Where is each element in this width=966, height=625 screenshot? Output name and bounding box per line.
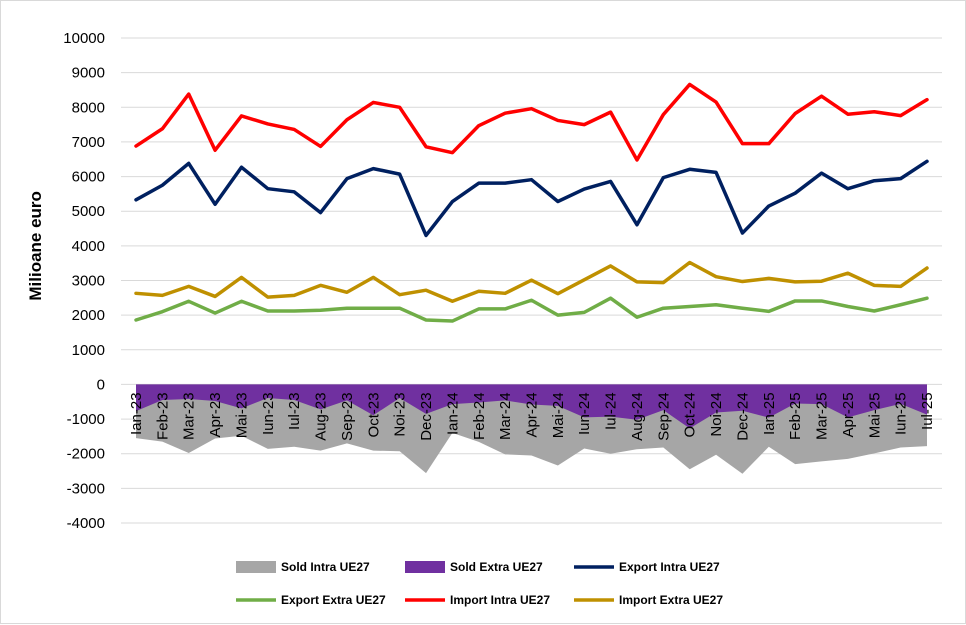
legend-label: Sold Intra UE27 — [281, 560, 370, 574]
x-tick-label: Apr-25 — [840, 392, 857, 437]
x-tick-label: Mar-25 — [814, 392, 831, 440]
x-tick-label: Mar-23 — [181, 392, 198, 440]
line-import-intra-ue27 — [134, 82, 929, 162]
x-tick-label: Ian-24 — [444, 392, 461, 435]
y-tick-label: 1000 — [72, 342, 105, 359]
x-tick-label: Sep-24 — [655, 392, 672, 440]
legend-label: Sold Extra UE27 — [450, 560, 543, 574]
y-axis-ticks: -4000 -3000 -2000 -1000 0 1000 2000 3000 4000 500… — [63, 30, 105, 532]
x-tick-label: Feb-24 — [471, 392, 488, 440]
legend-label: Import Intra UE27 — [450, 593, 550, 607]
x-tick-label: Iun-24 — [576, 392, 593, 435]
gridlines — [121, 37, 942, 524]
x-tick-label: Iun-23 — [260, 392, 277, 435]
y-tick-label: -2000 — [67, 446, 105, 463]
x-tick-label: Noi-23 — [392, 392, 409, 436]
line-export-extra-ue27 — [134, 296, 929, 323]
x-tick-label: Mai-23 — [233, 392, 250, 438]
x-tick-label: Dec-24 — [734, 392, 751, 440]
x-tick-label: Mai-25 — [866, 392, 883, 438]
y-tick-label: 7000 — [72, 134, 105, 151]
legend-item: Sold Extra UE27 — [405, 560, 543, 574]
y-tick-label: 5000 — [72, 203, 105, 220]
area-sold-extra-ue27 — [136, 384, 927, 429]
x-tick-label: Mar-24 — [497, 392, 514, 440]
x-tick-label: Feb-25 — [787, 392, 804, 440]
y-tick-label: 6000 — [72, 169, 105, 186]
legend-swatch — [405, 561, 445, 573]
line-export-intra-ue27 — [134, 159, 929, 238]
x-tick-label: Apr-23 — [207, 392, 224, 437]
x-tick-label: Aug-24 — [629, 392, 646, 440]
y-tick-label: 9000 — [72, 65, 105, 82]
x-tick-label: Oct-23 — [365, 392, 382, 437]
y-axis-label: Milioane euro — [26, 191, 45, 301]
y-tick-label: -1000 — [67, 411, 105, 428]
x-tick-label: Iul-23 — [286, 392, 303, 430]
x-tick-label: Mai-24 — [550, 392, 567, 438]
x-tick-label: Sep-23 — [339, 392, 356, 440]
x-tick-label: Oct-24 — [682, 392, 699, 437]
x-tick-label: Aug-23 — [313, 392, 330, 440]
x-tick-label: Iun-25 — [893, 392, 910, 435]
y-tick-label: -4000 — [67, 515, 105, 532]
y-tick-label: 4000 — [72, 238, 105, 255]
x-tick-label: Ian-25 — [761, 392, 778, 435]
legend-item: Export Extra UE27 — [236, 593, 386, 607]
x-tick-label: Noi-24 — [708, 392, 725, 436]
x-axis-ticks: Ian-23 Feb-23 Mar-23 Apr-23 Mai-23 Iun-23 Iul-… — [128, 392, 936, 440]
legend-item: Import Intra UE27 — [405, 593, 550, 607]
y-tick-label: 2000 — [72, 307, 105, 324]
area-series — [136, 384, 927, 474]
legend-label: Export Extra UE27 — [281, 593, 386, 607]
line-import-extra-ue27 — [134, 260, 929, 304]
x-tick-label: Apr-24 — [524, 392, 541, 437]
legend-item: Export Intra UE27 — [574, 560, 720, 574]
y-tick-label: 10000 — [63, 30, 105, 47]
y-tick-label: 0 — [97, 376, 105, 393]
legend-label: Export Intra UE27 — [619, 560, 720, 574]
line-series — [134, 82, 929, 323]
legend-item: Import Extra UE27 — [574, 593, 723, 607]
x-tick-label: Iul-25 — [919, 392, 936, 430]
x-tick-label: Dec-23 — [418, 392, 435, 440]
legend-label: Import Extra UE27 — [619, 593, 723, 607]
legend-item: Sold Intra UE27 — [236, 560, 370, 574]
x-tick-label: Iul-24 — [603, 392, 620, 430]
y-tick-label: 3000 — [72, 273, 105, 290]
y-tick-label: 8000 — [72, 99, 105, 116]
legend: Sold Intra UE27 Sold Extra UE27 Export Int… — [236, 560, 723, 607]
x-tick-label: Feb-23 — [154, 392, 171, 440]
y-tick-label: -3000 — [67, 480, 105, 497]
legend-swatch — [236, 561, 276, 573]
x-tick-label: Ian-23 — [128, 392, 145, 435]
